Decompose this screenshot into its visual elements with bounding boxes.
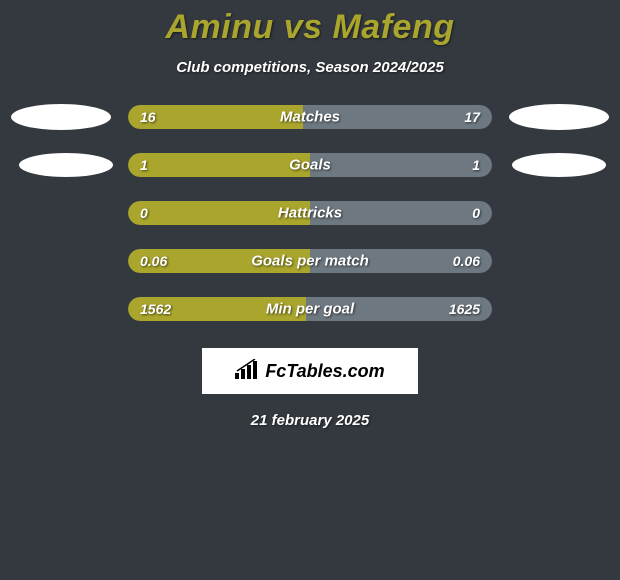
right-icon-slot bbox=[506, 248, 612, 274]
left-icon-slot bbox=[8, 152, 114, 178]
stat-label: Goals per match bbox=[251, 253, 369, 270]
stat-value-right: 17 bbox=[464, 109, 480, 125]
stat-value-left: 0 bbox=[140, 205, 148, 221]
page-subtitle: Club competitions, Season 2024/2025 bbox=[0, 59, 620, 76]
stat-label: Matches bbox=[280, 109, 340, 126]
stat-row: 0 Hattricks 0 bbox=[8, 200, 612, 226]
infographic-container: Aminu vs Mafeng Club competitions, Seaso… bbox=[0, 0, 620, 429]
stat-rows: 16 Matches 17 1 Goals 1 bbox=[0, 104, 620, 322]
stat-value-left: 1 bbox=[140, 157, 148, 173]
left-icon-slot bbox=[8, 104, 114, 130]
stat-bar: 0.06 Goals per match 0.06 bbox=[128, 249, 492, 273]
stat-row: 0.06 Goals per match 0.06 bbox=[8, 248, 612, 274]
stat-bar: 1562 Min per goal 1625 bbox=[128, 297, 492, 321]
page-title: Aminu vs Mafeng bbox=[0, 8, 620, 47]
bar-right-fill bbox=[310, 153, 492, 177]
logo-box: FcTables.com bbox=[202, 348, 418, 394]
bar-left-fill bbox=[128, 153, 310, 177]
right-icon-slot bbox=[506, 104, 612, 130]
left-icon-slot bbox=[8, 248, 114, 274]
stat-value-right: 1 bbox=[472, 157, 480, 173]
stat-value-left: 0.06 bbox=[140, 253, 167, 269]
right-icon-slot bbox=[506, 152, 612, 178]
stat-bar: 1 Goals 1 bbox=[128, 153, 492, 177]
stat-bar: 0 Hattricks 0 bbox=[128, 201, 492, 225]
right-icon-slot bbox=[506, 200, 612, 226]
left-icon-slot bbox=[8, 296, 114, 322]
stat-value-left: 16 bbox=[140, 109, 156, 125]
ellipse-icon bbox=[11, 104, 111, 130]
stat-label: Min per goal bbox=[266, 301, 354, 318]
stat-row: 1 Goals 1 bbox=[8, 152, 612, 178]
stat-row: 16 Matches 17 bbox=[8, 104, 612, 130]
bar-chart-icon bbox=[235, 359, 261, 384]
date-label: 21 february 2025 bbox=[0, 412, 620, 429]
stat-value-right: 0.06 bbox=[453, 253, 480, 269]
ellipse-icon bbox=[512, 153, 606, 177]
stat-value-right: 0 bbox=[472, 205, 480, 221]
ellipse-icon bbox=[509, 104, 609, 130]
right-icon-slot bbox=[506, 296, 612, 322]
stat-bar: 16 Matches 17 bbox=[128, 105, 492, 129]
stat-row: 1562 Min per goal 1625 bbox=[8, 296, 612, 322]
stat-label: Goals bbox=[289, 157, 331, 174]
stat-value-left: 1562 bbox=[140, 301, 171, 317]
stat-value-right: 1625 bbox=[449, 301, 480, 317]
stat-label: Hattricks bbox=[278, 205, 342, 222]
logo-text: FcTables.com bbox=[265, 361, 384, 382]
left-icon-slot bbox=[8, 200, 114, 226]
ellipse-icon bbox=[19, 153, 113, 177]
